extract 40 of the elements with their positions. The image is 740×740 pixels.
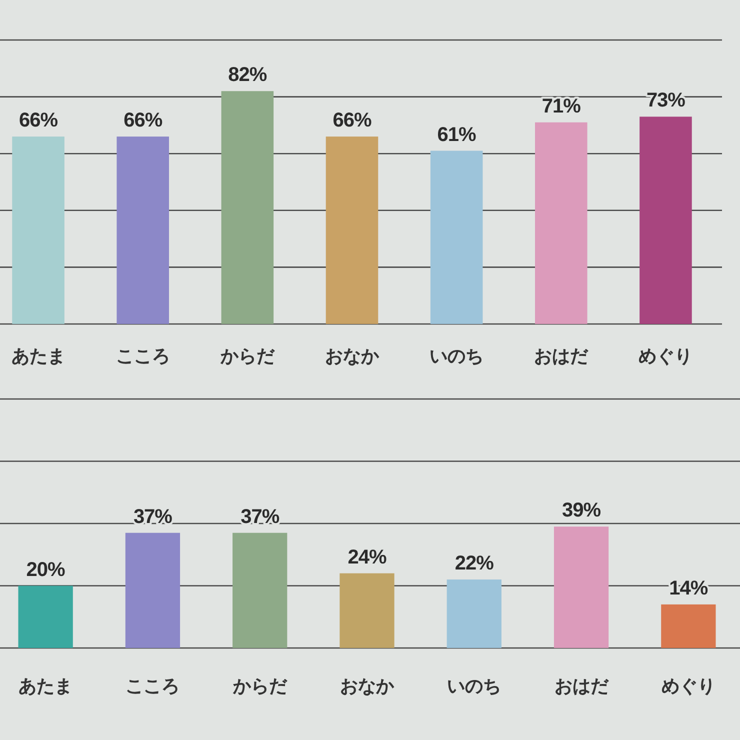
bar: [340, 573, 394, 648]
bar: [125, 532, 180, 648]
data-label: 71%: [542, 95, 582, 118]
x-tick-label: あたま: [11, 346, 66, 367]
data-label: 22%: [454, 552, 494, 575]
bar: [554, 526, 609, 648]
x-tick-label: めぐり: [661, 676, 716, 697]
bar: [326, 136, 378, 324]
bar: [430, 150, 483, 324]
bar: [446, 580, 502, 648]
data-label: 82%: [228, 64, 268, 86]
x-tick-label: からだ: [232, 676, 288, 697]
x-tick-label: めぐり: [638, 346, 693, 367]
x-tick-label: おなか: [340, 676, 395, 697]
data-label: 39%: [562, 500, 602, 522]
x-tick-label: いのち: [430, 346, 484, 367]
bar: [661, 604, 716, 648]
x-tick-label: こころ: [126, 676, 180, 697]
x-tick-label: おなか: [325, 346, 380, 367]
data-label: 37%: [133, 506, 173, 528]
data-label: 66%: [124, 110, 163, 132]
data-label: 20%: [26, 558, 66, 581]
bar: [232, 532, 288, 648]
bar: [221, 91, 274, 324]
bar: [535, 122, 588, 324]
data-label: 61%: [437, 124, 477, 146]
x-tick-label: いのち: [447, 676, 502, 697]
bar: [12, 136, 64, 324]
bar: [640, 116, 692, 324]
x-tick-label: こころ: [116, 346, 170, 367]
x-tick-label: あたま: [18, 676, 73, 697]
data-label: 24%: [348, 546, 387, 568]
x-tick-label: おはだ: [554, 676, 610, 697]
data-label: 66%: [19, 110, 58, 132]
bar: [18, 586, 73, 648]
data-label: 66%: [332, 110, 372, 132]
x-tick-label: からだ: [219, 346, 276, 367]
x-tick-label: おはだ: [534, 346, 590, 367]
bar: [116, 136, 169, 324]
data-label: 37%: [240, 506, 280, 528]
